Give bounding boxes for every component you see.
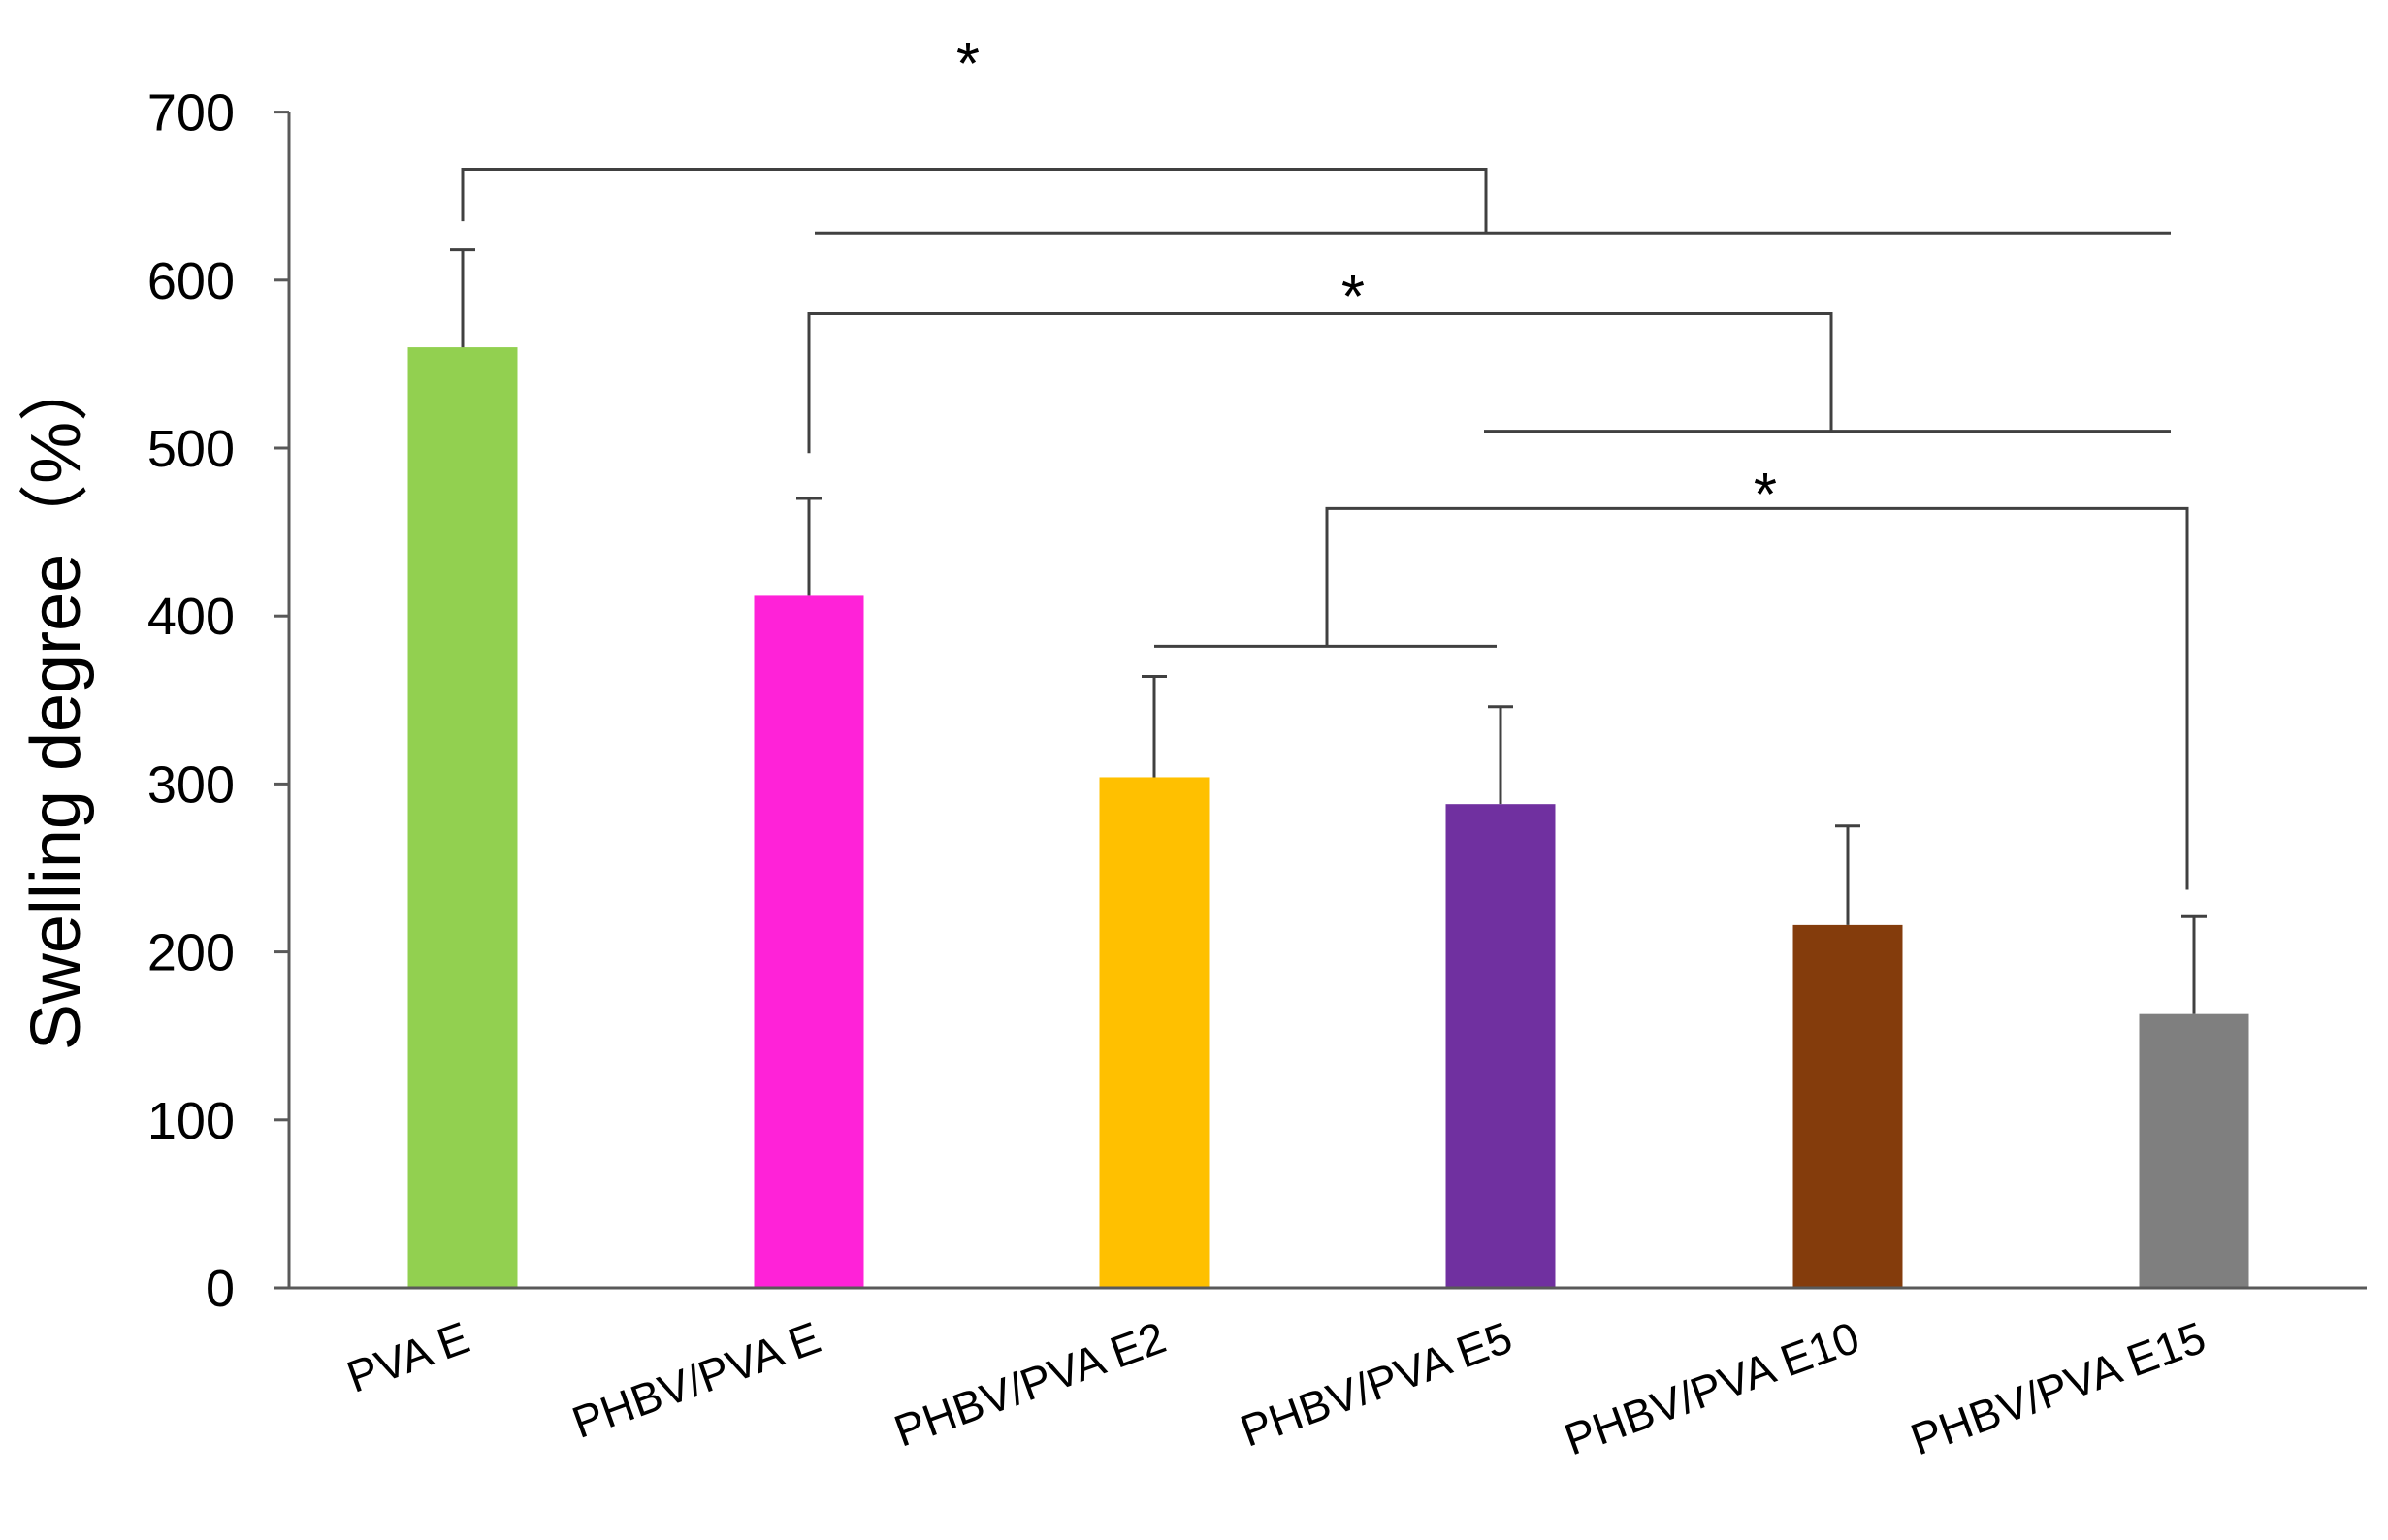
bar-6 [2139,1013,2249,1288]
y-tick-label: 600 [147,252,235,310]
x-category-label: PHBV/PVA E15 [1904,1312,2211,1465]
x-category-label: PHBV/PVA E [565,1312,826,1448]
error-bars-layer [450,248,2207,1014]
x-labels-layer: PVA E PHBV/PVA E PHBV/PVA E2 PHBV/PVA E5 PHB… [340,1312,2212,1465]
y-axis-title: Swelling degree（%） [17,352,95,1050]
significance-star-1: * [956,31,980,98]
y-tick-label: 700 [147,84,235,143]
significance-star-3: * [1754,462,1777,529]
x-category-label: PHBV/PVA E5 [1234,1312,1518,1457]
x-category-label: PHBV/PVA E10 [1558,1312,1865,1465]
x-category-label: PHBV/PVA E2 [887,1312,1172,1457]
y-tick-label: 200 [147,924,235,982]
bar-1 [407,347,518,1289]
y-ticks-layer: 0 100 200 300 400 500 600 700 [147,84,289,1318]
significance-bracket-2 [807,311,1833,454]
significance-layer: * * * [461,31,2189,890]
y-tick-label: 300 [147,755,235,814]
bar-3 [1099,777,1210,1288]
axes-layer [287,112,2367,1290]
bar-5 [1792,924,1903,1288]
y-tick-label: 0 [206,1260,235,1318]
y-tick-label: 500 [147,420,235,478]
significance-bracket-1 [461,167,1488,234]
bar-4 [1445,804,1556,1288]
bars-layer [407,347,2249,1289]
significance-bracket-3 [1325,506,2189,890]
x-category-label: PVA E [340,1312,476,1402]
bar-2 [754,595,864,1288]
significance-star-2: * [1341,264,1365,331]
y-tick-label: 100 [147,1092,235,1150]
y-tick-label: 400 [147,588,235,646]
